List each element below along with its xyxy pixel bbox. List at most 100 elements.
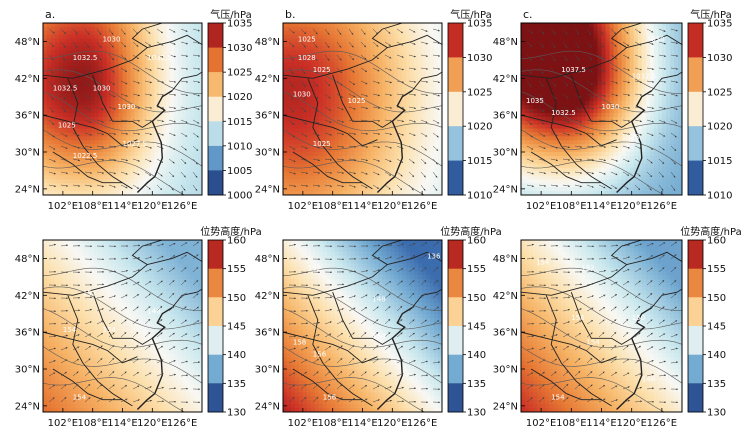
colorbar-tick-label: 1015 — [227, 117, 252, 128]
contour-label-slp-b: 1025 — [313, 66, 331, 74]
x-tick-label: 114°E — [107, 201, 137, 212]
colorbar-tick-label: 150 — [707, 293, 726, 304]
x-tick-label: 126°E — [647, 418, 677, 429]
x-tick-label: 120°E — [616, 201, 646, 212]
y-tick-label: 36°N — [255, 111, 280, 122]
x-tick-label: 120°E — [377, 201, 407, 212]
y-tick-label: 42°N — [255, 74, 280, 85]
colorbar-segment — [448, 126, 463, 161]
colorbar-tick-label: 1020 — [467, 122, 492, 133]
y-tick-label: 24°N — [255, 401, 280, 412]
x-tick-label: 114°E — [347, 418, 377, 429]
y-tick-label: 36°N — [15, 328, 40, 339]
colorbar-tick-label: 155 — [467, 264, 486, 275]
x-tick-label: 108°E — [77, 201, 107, 212]
panel-label: b. — [285, 8, 295, 21]
colorbar-segment — [208, 23, 223, 48]
contours-slp-a — [43, 50, 202, 195]
colorbar-tick-label: 150 — [467, 293, 486, 304]
contour-label-gph-b: 148 — [372, 295, 385, 303]
y-tick-label: 48°N — [255, 37, 280, 48]
colorbar-segment — [688, 160, 703, 196]
colorbar-segment — [208, 383, 223, 413]
contour-label-slp-c: 1037.5 — [561, 66, 586, 74]
boundaries-gph-a — [43, 240, 202, 410]
colorbar-tick-label: 1015 — [707, 156, 732, 167]
colorbar-tick-label: 1005 — [227, 166, 252, 177]
colorbar-segment — [448, 268, 463, 298]
colorbar-tick-label: 130 — [467, 408, 486, 419]
colorbar-tick-label: 1010 — [707, 191, 732, 202]
colorbar-tick-label: 1030 — [467, 53, 492, 64]
contour-label-slp-b: 1025 — [298, 35, 316, 43]
contour-label-gph-b: 156 — [313, 351, 327, 359]
wind-vectors-gph-c — [526, 241, 679, 404]
panel-slp-c: 1030 1037.5 1032.5 1035 1030 1032.5 1025 c. 48°N… — [493, 8, 733, 212]
y-tick-label: 36°N — [493, 111, 518, 122]
y-tick-label: 36°N — [15, 111, 40, 122]
field-gph-c — [521, 240, 682, 412]
contour-label-slp-a: 1030 — [103, 35, 121, 43]
colorbar-tick-label: 150 — [227, 293, 246, 304]
colorbar-tick-label: 140 — [227, 350, 246, 361]
contour-label-slp-a: 1032.5 — [53, 85, 78, 93]
y-tick-label: 30°N — [493, 365, 518, 376]
colorbar-tick-label: 1035 — [467, 19, 492, 30]
y-tick-label: 48°N — [15, 254, 40, 265]
colorbar-segment — [448, 160, 463, 196]
colorbar-segment — [448, 23, 463, 58]
colorbar-gph-a: 160 155 150 145 140 135 130 位势高度/hPa — [200, 225, 261, 419]
contour-label-slp-b: 1025 — [348, 97, 366, 105]
colorbar-segment — [688, 57, 703, 93]
colorbar-title: 气压/hPa — [690, 8, 731, 21]
colorbar-segment — [208, 297, 223, 327]
x-tick-label: 126°E — [167, 418, 197, 429]
contour-label-gph-a: 154 — [103, 326, 117, 334]
contour-label-slp-c: 1035 — [526, 97, 544, 105]
panel-slp-a: 1030 1032.5 1032.5 1032.5 1030 1030 1025 1027.5… — [15, 8, 253, 212]
field-slp-b — [283, 23, 442, 195]
boundaries-slp-c — [521, 23, 682, 194]
colorbar-segment — [448, 91, 463, 127]
colorbar-segment — [208, 326, 223, 356]
contour-label-slp-a: 1027.5 — [123, 140, 148, 148]
colorbar-segment — [688, 297, 703, 327]
x-tick-label: 108°E — [556, 201, 586, 212]
colorbar-segment — [208, 170, 223, 196]
x-tick-label: 102°E — [526, 201, 556, 212]
y-tick-label: 42°N — [15, 74, 40, 85]
colorbar-tick-label: 1025 — [707, 87, 732, 98]
wind-vectors-gph-a — [48, 241, 201, 404]
wind-vectors-slp-b — [288, 28, 441, 191]
contour-label-slp-b: 1030 — [293, 91, 311, 99]
contour-label-gph-c: 156 — [571, 314, 585, 322]
contour-label-gph-b: 152 — [308, 265, 321, 273]
x-tick-label: 102°E — [288, 418, 318, 429]
contour-label-gph-c: 154 — [551, 394, 565, 402]
colorbar-segment — [688, 326, 703, 356]
contour-label-gph-b: 156 — [323, 394, 337, 402]
wind-vectors-slp-a — [48, 28, 201, 191]
colorbar-title: 位势高度/hPa — [440, 225, 501, 238]
colorbar-segment — [208, 268, 223, 298]
colorbar-tick-label: 155 — [707, 264, 726, 275]
colorbar-segment — [448, 383, 463, 413]
colorbar-segment — [208, 96, 223, 122]
y-tick-label: 24°N — [493, 401, 518, 412]
contour-label-slp-a: 1030 — [118, 103, 136, 111]
colorbar-segment — [208, 354, 223, 384]
contour-label-slp-b: 1028 — [298, 54, 316, 62]
panel-label: c. — [523, 8, 533, 21]
colorbar-tick-label: 1035 — [227, 19, 252, 30]
contour-label-gph-c: 154 — [536, 259, 550, 267]
colorbar-tick-label: 145 — [467, 322, 486, 333]
colorbar-segment — [448, 297, 463, 327]
colorbar-tick-label: 135 — [467, 379, 486, 390]
colorbar-segment — [688, 354, 703, 384]
colorbar-tick-label: 140 — [707, 350, 726, 361]
x-tick-label: 126°E — [167, 201, 197, 212]
colorbar-tick-label: 155 — [227, 264, 246, 275]
contours-slp-b — [283, 50, 442, 195]
colorbar-tick-label: 160 — [467, 236, 486, 247]
